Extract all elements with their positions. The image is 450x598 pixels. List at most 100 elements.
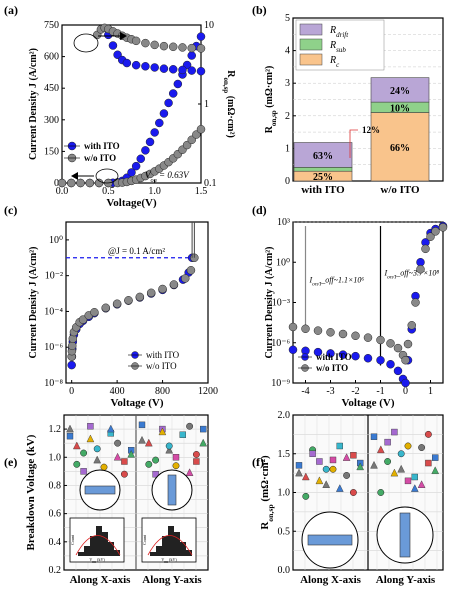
data-point-a: [196, 44, 206, 53]
histogram-bar-e: [84, 546, 90, 556]
data-point-c: [186, 266, 196, 275]
data-point-a: [159, 64, 169, 73]
histogram-bar-e: [150, 552, 156, 556]
data-point-f: [322, 465, 330, 473]
category-label-f: Along X-axis: [300, 574, 362, 586]
category-label-b: with ITO: [301, 184, 345, 196]
y-tick-label: 1.5: [278, 449, 291, 460]
category-label-b: w/o ITO: [380, 184, 420, 196]
data-point-d: [338, 329, 348, 339]
device-channel-f: [399, 512, 411, 558]
data-point-a: [131, 36, 141, 46]
x-tick-label: 1.5: [195, 186, 208, 197]
data-point-a: [122, 58, 132, 68]
data-point-a: [108, 41, 118, 50]
y-tick-label: 1.2: [49, 424, 62, 435]
data-point-a: [141, 146, 150, 155]
y-tick-label: 10⁻⁹: [271, 378, 290, 389]
data-point-e: [87, 423, 94, 430]
x-tick-label: -1: [376, 386, 384, 397]
data-point-d: [393, 343, 403, 353]
data-point-f: [411, 473, 418, 481]
data-point-e: [66, 424, 74, 433]
data-point-f: [404, 442, 412, 450]
panel-label-d: (d): [252, 203, 267, 217]
data-point-d: [363, 333, 373, 342]
legend-label-a: w/o ITO: [84, 153, 116, 163]
data-point-d: [351, 351, 360, 361]
x-tick-label: 0.5: [102, 186, 115, 197]
y-tick-label: 10⁻³: [272, 298, 290, 309]
data-point-f: [377, 489, 385, 496]
legend-label-d: with ITO: [316, 352, 352, 362]
data-point-d: [288, 345, 298, 355]
x-tick-label: 400: [110, 386, 125, 397]
annotation-12pct: 12%: [362, 125, 380, 135]
data-point-a: [141, 62, 150, 71]
data-point-e: [144, 438, 153, 447]
annotation-c: @J = 0.1 A/cm²: [108, 246, 165, 256]
data-point-a: [136, 154, 146, 164]
data-point-a: [76, 178, 85, 188]
y-tick-label: 0.2: [49, 565, 62, 576]
category-label-f: Along Y-axis: [376, 574, 436, 586]
data-point-a: [187, 43, 196, 53]
device-channel-e: [167, 474, 177, 506]
y-tick-label: 2: [285, 111, 290, 122]
data-point-d: [411, 298, 420, 307]
x-tick-label: 1: [428, 386, 433, 397]
data-point-a: [168, 89, 178, 98]
y2-tick-label: 1: [204, 99, 209, 110]
data-point-e: [80, 449, 88, 457]
y-tick-label: 0.0: [278, 565, 291, 576]
data-point-f: [329, 456, 337, 464]
x-tick-label: 0: [69, 386, 74, 397]
y-tick-label: 0: [54, 178, 59, 189]
data-point-d: [416, 265, 425, 274]
data-point-a: [145, 137, 155, 147]
x-tick-label: -3: [326, 386, 334, 397]
data-point-c: [169, 280, 179, 289]
data-point-f: [342, 453, 351, 461]
data-point-d: [421, 244, 430, 254]
data-point-a: [196, 125, 206, 134]
y-tick-label: 4: [285, 46, 290, 57]
y-tick-label: 10⁻⁴: [44, 306, 63, 317]
data-point-c: [181, 274, 190, 283]
data-point-f: [343, 472, 351, 479]
data-point-a: [127, 168, 136, 177]
data-point-e: [179, 431, 187, 438]
data-point-d: [386, 339, 395, 348]
data-point-f: [384, 458, 392, 465]
legend-swatch-b: [299, 38, 323, 51]
histogram-bar-e: [114, 550, 120, 556]
y-axis-title-a: Current Density J (A/cm²): [28, 48, 39, 160]
highlight-ellipse: [73, 33, 99, 53]
data-point-f: [370, 460, 378, 469]
data-point-f: [417, 480, 426, 488]
data-point-c: [78, 315, 88, 324]
data-point-d: [363, 353, 373, 363]
data-point-f: [432, 454, 439, 461]
legend-swatch-b: [299, 53, 323, 66]
legend-label-c: w/o ITO: [146, 361, 177, 371]
y-tick-label: 10⁰: [276, 257, 290, 268]
data-point-f: [391, 428, 398, 436]
data-point-a: [168, 42, 178, 52]
data-point-a: [131, 60, 141, 70]
data-point-f: [404, 477, 412, 485]
data-point-f: [376, 445, 385, 454]
data-point-c: [124, 296, 133, 305]
bar-percent-label: 66%: [390, 143, 410, 154]
histogram-ylabel-e: Count: [70, 534, 75, 545]
data-point-e: [152, 470, 159, 478]
data-point-d: [376, 335, 385, 345]
data-point-e: [100, 463, 108, 471]
x-axis-title-a: Voltage(V): [106, 197, 157, 209]
histogram-bar-e: [108, 542, 114, 556]
data-point-a: [141, 38, 150, 48]
data-point-f: [410, 484, 419, 492]
data-point-a: [131, 161, 141, 171]
x-tick-label: -4: [301, 386, 309, 397]
y-tick-label: 0.5: [278, 526, 291, 537]
